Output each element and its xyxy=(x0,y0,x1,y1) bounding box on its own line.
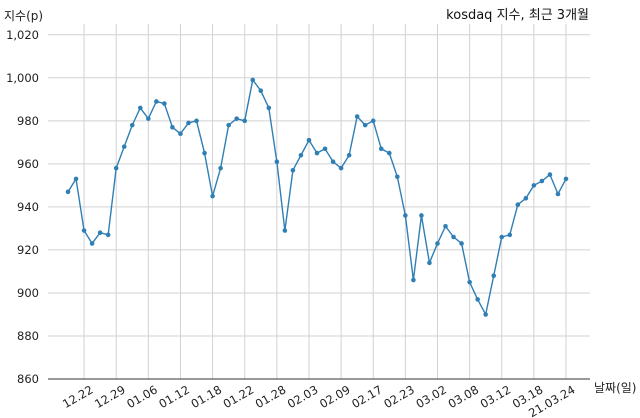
data-point xyxy=(459,241,464,246)
data-point xyxy=(306,137,312,143)
data-point xyxy=(266,105,272,111)
y-tick-label: 880 xyxy=(17,329,39,343)
data-point xyxy=(435,241,440,246)
x-tick-label: 01.18 xyxy=(189,382,225,411)
data-point xyxy=(146,116,151,121)
x-tick-label: 01.12 xyxy=(156,382,192,411)
data-point xyxy=(419,213,424,218)
y-tick-label: 960 xyxy=(17,157,39,171)
grid xyxy=(48,24,590,380)
data-point xyxy=(202,150,207,156)
x-tick-label: 12.29 xyxy=(92,382,128,411)
data-point xyxy=(113,165,119,171)
data-point xyxy=(242,118,248,124)
data-point xyxy=(523,195,529,201)
x-tick-label: 03.12 xyxy=(478,382,514,411)
data-point xyxy=(403,213,408,218)
y-tick-labels: 860 880 900 920 940 960 980 1,000 1,020 xyxy=(6,28,39,386)
data-point xyxy=(290,168,296,173)
data-point xyxy=(563,176,569,182)
data-point xyxy=(186,120,191,126)
data-point xyxy=(258,88,264,93)
data-point xyxy=(282,228,288,233)
data-point xyxy=(218,165,223,171)
data-point xyxy=(330,159,336,164)
data-point xyxy=(298,152,304,158)
series xyxy=(65,77,569,317)
x-tick-label: 03.02 xyxy=(413,382,449,411)
x-tick-label: 03.08 xyxy=(446,382,482,411)
x-tick-label: 01.22 xyxy=(221,382,257,411)
data-point xyxy=(105,232,111,238)
y-tick-label: 1,000 xyxy=(6,71,39,85)
data-point xyxy=(137,105,143,111)
data-point xyxy=(555,191,561,197)
data-point xyxy=(65,189,71,195)
y-tick-label: 920 xyxy=(17,243,39,257)
data-point xyxy=(427,260,432,266)
x-axis-title: 날짜(일) xyxy=(594,381,636,395)
data-point xyxy=(322,146,328,152)
data-point xyxy=(547,172,553,177)
data-point xyxy=(378,146,384,152)
data-points xyxy=(65,77,569,317)
data-point xyxy=(515,202,521,208)
data-point xyxy=(274,159,280,164)
data-point xyxy=(531,183,537,188)
data-point xyxy=(121,144,127,149)
data-point xyxy=(234,116,239,121)
y-tick-label: 900 xyxy=(17,286,39,300)
data-point xyxy=(129,122,135,128)
data-point xyxy=(154,99,159,104)
x-tick-label: 12.22 xyxy=(60,382,96,411)
data-point xyxy=(354,114,360,119)
data-point xyxy=(411,277,416,283)
data-point xyxy=(314,150,320,156)
y-tick-label: 940 xyxy=(17,200,39,214)
data-point xyxy=(443,223,448,229)
x-tick-labels: 12.2212.2901.0601.1201.1801.2201.2802.03… xyxy=(60,382,577,418)
data-point xyxy=(362,122,368,128)
data-point xyxy=(73,176,79,182)
x-tick-label: 01.06 xyxy=(124,382,160,411)
data-point xyxy=(483,312,488,317)
data-point xyxy=(97,230,103,235)
data-point xyxy=(491,273,497,279)
x-tick-label: 01.28 xyxy=(253,382,289,411)
data-point xyxy=(210,193,215,199)
data-point xyxy=(499,234,505,240)
data-point xyxy=(81,228,87,233)
data-point xyxy=(451,234,456,240)
data-point xyxy=(395,174,400,180)
data-point xyxy=(386,150,392,156)
y-tick-label: 860 xyxy=(17,372,39,386)
y-tick-label: 1,020 xyxy=(6,28,39,42)
x-tick-label: 02.23 xyxy=(381,382,417,411)
data-point xyxy=(346,152,352,158)
data-point xyxy=(370,118,376,124)
data-point xyxy=(475,297,480,302)
data-point xyxy=(226,122,231,128)
data-point xyxy=(539,178,545,184)
data-point xyxy=(250,77,256,83)
x-tick-label: 02.03 xyxy=(285,382,321,411)
data-point xyxy=(194,118,199,124)
data-point xyxy=(467,279,472,285)
y-tick-label: 980 xyxy=(17,114,39,128)
x-tick-label: 02.17 xyxy=(349,382,385,411)
data-point xyxy=(89,241,95,246)
data-point xyxy=(338,165,344,171)
data-point xyxy=(507,232,513,238)
data-point xyxy=(178,131,183,137)
chart-title: kosdaq 지수, 최근 3개월 xyxy=(446,8,589,23)
y-axis-title: 지수(p) xyxy=(4,9,43,23)
data-point xyxy=(170,124,175,130)
x-tick-label: 02.09 xyxy=(317,382,353,411)
series-line xyxy=(67,79,567,316)
data-point xyxy=(162,101,167,106)
